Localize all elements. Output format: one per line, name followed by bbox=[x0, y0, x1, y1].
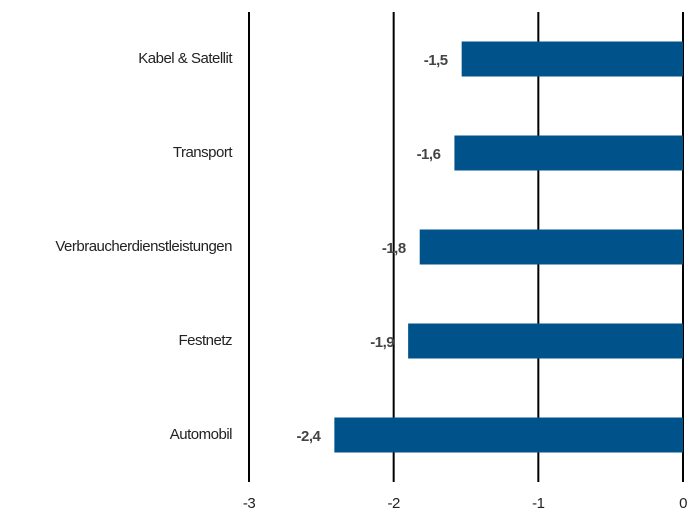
y-tick-label: Kabel & Satellit bbox=[138, 50, 233, 67]
x-tick-label: -1 bbox=[532, 495, 544, 512]
y-tick-label: Verbraucherdienstleistungen bbox=[55, 238, 232, 255]
y-tick-label: Festnetz bbox=[178, 332, 232, 349]
bar bbox=[334, 417, 683, 453]
x-tick-label: -3 bbox=[243, 495, 255, 512]
value-label: -1,5 bbox=[424, 52, 448, 69]
bar bbox=[419, 229, 683, 265]
bar bbox=[454, 135, 683, 171]
value-label: -2,4 bbox=[296, 428, 321, 445]
value-label: -1,9 bbox=[370, 334, 394, 351]
y-tick-label: Transport bbox=[173, 144, 233, 161]
y-tick-label: Automobil bbox=[170, 426, 232, 443]
value-label: -1,6 bbox=[417, 146, 441, 163]
x-tick-label: -2 bbox=[387, 495, 399, 512]
bar bbox=[408, 323, 683, 359]
x-tick-label: 0 bbox=[679, 495, 687, 512]
value-label: -1,8 bbox=[382, 240, 406, 257]
bar bbox=[461, 41, 683, 77]
